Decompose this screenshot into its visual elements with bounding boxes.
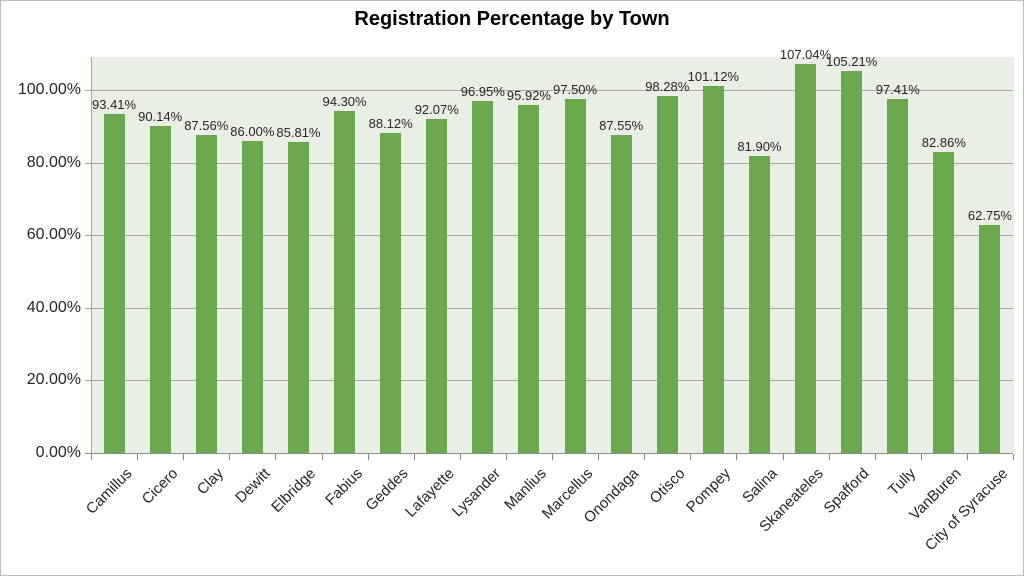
y-gridline xyxy=(85,380,1013,382)
bar xyxy=(334,110,356,453)
x-axis-label: Fabius xyxy=(321,465,366,509)
bar xyxy=(241,140,263,453)
x-axis-label: Otisco xyxy=(646,465,689,508)
x-axis-label: Spafford xyxy=(820,465,873,517)
bar-value-label: 87.56% xyxy=(184,118,229,134)
x-axis-tick xyxy=(229,454,231,460)
x-axis-tick xyxy=(552,454,553,460)
x-axis-tick xyxy=(91,454,92,460)
y-axis-label: 20.00% xyxy=(26,371,81,389)
bar-value-label: 62.75% xyxy=(967,208,1012,224)
bar xyxy=(472,101,494,453)
bar xyxy=(933,152,955,453)
x-axis-tick xyxy=(275,454,277,460)
x-axis-label: Clay xyxy=(194,465,228,499)
x-axis-tick xyxy=(966,454,968,460)
x-axis-tick xyxy=(920,454,922,460)
bar xyxy=(795,64,817,453)
chart-title: Registration Percentage by Town xyxy=(354,8,670,30)
x-axis-label: Pompey xyxy=(683,465,735,516)
x-axis-label: Lafayette xyxy=(402,465,458,521)
x-axis-tick xyxy=(413,454,415,460)
x-axis-tick xyxy=(644,454,646,460)
x-axis-tick xyxy=(736,454,738,460)
y-axis-label: 80.00% xyxy=(26,153,81,171)
x-axis-tick xyxy=(367,454,369,460)
bar-value-label: 92.07% xyxy=(414,101,459,117)
bar xyxy=(380,133,402,453)
y-gridline xyxy=(85,307,1013,309)
bar-value-label: 90.14% xyxy=(138,108,183,124)
bar-value-label: 105.21% xyxy=(825,54,878,70)
x-axis-label: Dewitt xyxy=(231,465,274,507)
x-axis-tick xyxy=(690,454,692,460)
x-axis-tick xyxy=(137,454,139,460)
y-gridline xyxy=(85,235,1013,237)
bar xyxy=(656,96,678,453)
bar xyxy=(103,113,125,453)
bar xyxy=(287,141,309,453)
bar xyxy=(518,104,540,453)
x-axis-tick xyxy=(828,454,830,460)
bar xyxy=(564,99,586,453)
y-axis-label: 100.00% xyxy=(17,81,81,98)
x-axis-label: Tully xyxy=(884,465,919,500)
x-axis-line xyxy=(85,453,1013,454)
bar-value-label: 98.28% xyxy=(645,79,690,95)
y-gridline xyxy=(85,90,1013,91)
bar xyxy=(887,99,909,453)
x-axis-tick xyxy=(321,454,323,460)
y-axis-label: 60.00% xyxy=(26,226,81,244)
x-axis-tick xyxy=(505,454,507,460)
bar-value-label: 101.12% xyxy=(687,68,739,84)
x-axis-tick xyxy=(598,454,600,460)
x-axis-tick xyxy=(459,454,461,460)
bar-value-label: 93.41% xyxy=(92,96,137,112)
bar-value-label: 88.12% xyxy=(368,116,413,132)
x-axis-label: Camillus xyxy=(82,465,136,518)
y-axis-label: 0.00% xyxy=(35,444,81,461)
bar xyxy=(195,135,217,453)
bar-value-label: 107.04% xyxy=(779,47,832,63)
bar-value-label: 97.50% xyxy=(553,82,598,98)
bar-value-label: 82.86% xyxy=(921,135,966,151)
bar-value-label: 87.55% xyxy=(599,118,644,134)
bar-value-label: 96.95% xyxy=(460,84,505,100)
x-axis-label: Lysander xyxy=(448,465,504,521)
bar xyxy=(610,135,632,453)
bar-value-label: 97.41% xyxy=(875,82,920,98)
bar xyxy=(149,125,171,453)
bar xyxy=(841,71,863,453)
x-axis-label: Salina xyxy=(738,465,781,507)
x-axis-label: Cicero xyxy=(138,465,182,508)
bar xyxy=(979,225,1001,453)
bar-value-label: 81.90% xyxy=(737,138,782,154)
x-axis-tick xyxy=(183,454,185,460)
x-axis-tick xyxy=(874,454,876,460)
x-axis-label: Elbridge xyxy=(268,465,320,516)
plot-area xyxy=(91,57,1014,453)
bar xyxy=(426,118,448,453)
x-axis-label: City of Syracuse xyxy=(921,465,1011,555)
bar-value-label: 94.30% xyxy=(322,93,367,109)
y-gridline xyxy=(85,162,1013,164)
bar xyxy=(748,155,770,453)
y-axis-label: 40.00% xyxy=(26,298,81,316)
bar-value-label: 85.81% xyxy=(276,124,321,140)
x-axis-tick xyxy=(1013,454,1014,460)
bar xyxy=(702,85,724,453)
x-axis-tick xyxy=(782,454,784,460)
bar-value-label: 95.92% xyxy=(506,87,551,103)
bar-value-label: 86.00% xyxy=(230,123,275,139)
